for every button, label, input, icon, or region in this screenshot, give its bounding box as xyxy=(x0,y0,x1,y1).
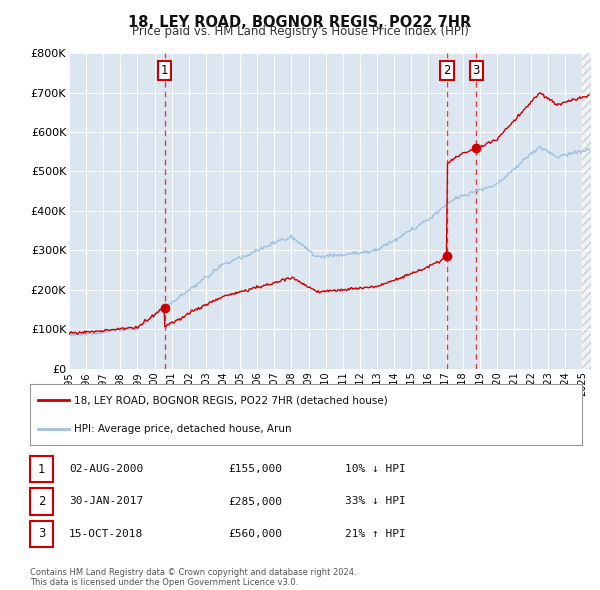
Text: £155,000: £155,000 xyxy=(228,464,282,474)
Text: £285,000: £285,000 xyxy=(228,497,282,506)
Text: 18, LEY ROAD, BOGNOR REGIS, PO22 7HR: 18, LEY ROAD, BOGNOR REGIS, PO22 7HR xyxy=(128,15,472,30)
Text: Price paid vs. HM Land Registry's House Price Index (HPI): Price paid vs. HM Land Registry's House … xyxy=(131,25,469,38)
Text: HPI: Average price, detached house, Arun: HPI: Average price, detached house, Arun xyxy=(74,424,292,434)
Text: 1: 1 xyxy=(161,64,168,77)
Text: 33% ↓ HPI: 33% ↓ HPI xyxy=(345,497,406,506)
Text: 2: 2 xyxy=(38,495,45,508)
Text: 3: 3 xyxy=(38,527,45,540)
Text: 1: 1 xyxy=(38,463,45,476)
Text: 10% ↓ HPI: 10% ↓ HPI xyxy=(345,464,406,474)
Text: 15-OCT-2018: 15-OCT-2018 xyxy=(69,529,143,539)
Text: 30-JAN-2017: 30-JAN-2017 xyxy=(69,497,143,506)
Text: 2: 2 xyxy=(443,64,451,77)
Text: 3: 3 xyxy=(472,64,480,77)
Text: £560,000: £560,000 xyxy=(228,529,282,539)
Text: 21% ↑ HPI: 21% ↑ HPI xyxy=(345,529,406,539)
Text: Contains HM Land Registry data © Crown copyright and database right 2024.
This d: Contains HM Land Registry data © Crown c… xyxy=(30,568,356,587)
Text: 18, LEY ROAD, BOGNOR REGIS, PO22 7HR (detached house): 18, LEY ROAD, BOGNOR REGIS, PO22 7HR (de… xyxy=(74,395,388,405)
Text: 02-AUG-2000: 02-AUG-2000 xyxy=(69,464,143,474)
